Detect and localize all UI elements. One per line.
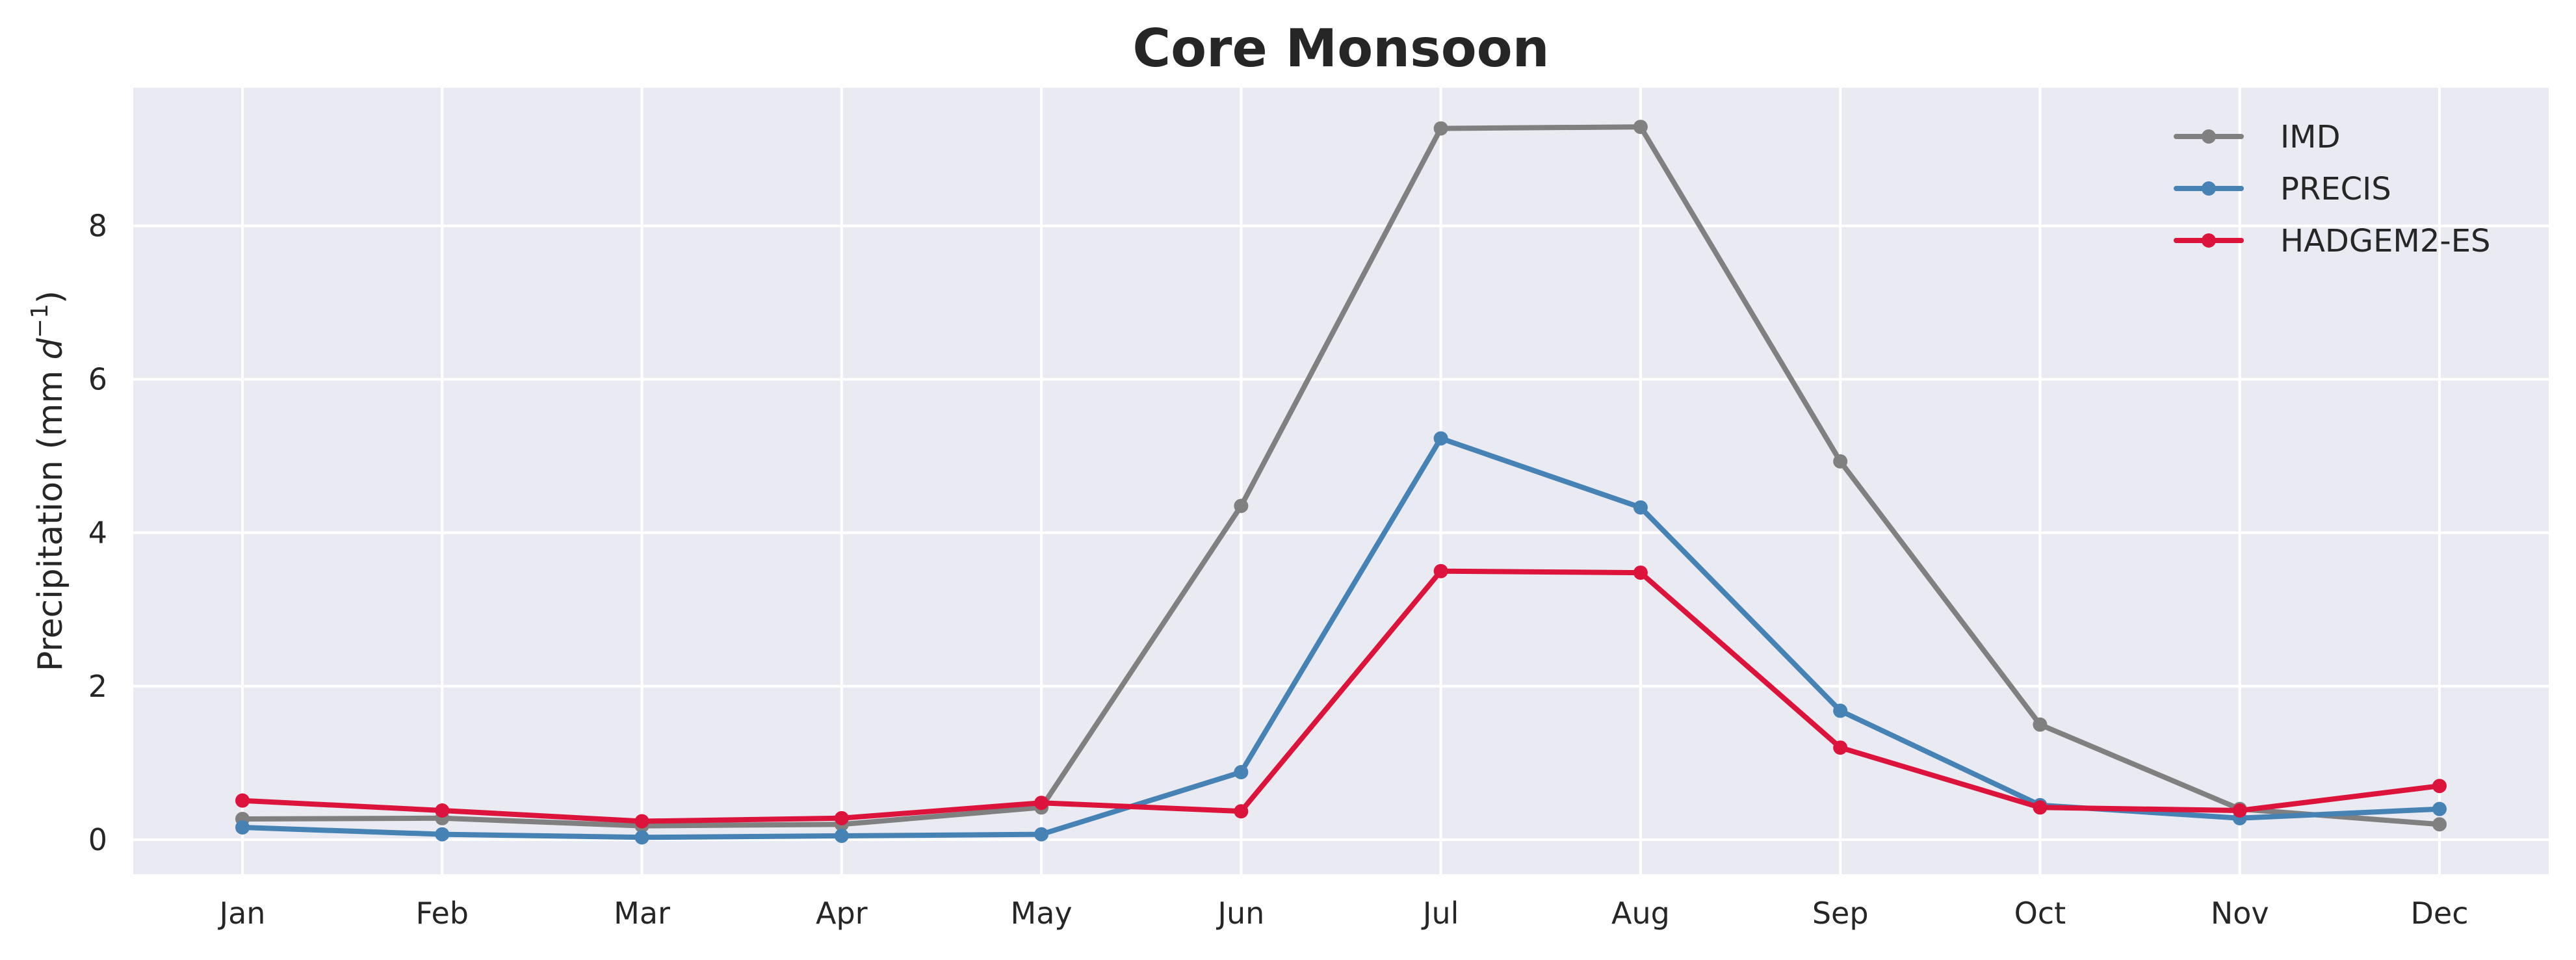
legend-marker-imd xyxy=(2202,129,2216,144)
legend-item-hadgem2-es: HADGEM2-ES xyxy=(2174,223,2490,259)
data-point-precis xyxy=(1633,500,1648,515)
x-tick-label: Oct xyxy=(2014,896,2066,931)
y-axis-label-exp: −1 xyxy=(27,304,53,338)
series-hadgem2-es xyxy=(235,564,2447,829)
y-tick-label: 4 xyxy=(88,515,107,551)
legend-item-precis: PRECIS xyxy=(2174,171,2391,207)
data-point-precis xyxy=(2432,801,2447,816)
y-tick-label: 0 xyxy=(88,822,107,857)
data-point-hadgem2-es xyxy=(2232,803,2247,818)
x-tick-label: Feb xyxy=(416,896,469,931)
data-point-precis xyxy=(435,827,450,842)
data-point-hadgem2-es xyxy=(1433,564,1448,578)
x-tick-labels: Jan Feb Mar Apr May Jun Jul Aug Sep Oct Nov Dec xyxy=(218,896,2469,931)
y-tick-label: 6 xyxy=(88,362,107,397)
data-point-hadgem2-es xyxy=(1234,804,1249,819)
data-point-hadgem2-es xyxy=(1633,565,1648,580)
data-point-hadgem2-es xyxy=(2033,800,2048,815)
data-point-precis xyxy=(1234,764,1249,779)
data-point-precis xyxy=(1034,827,1049,842)
data-point-hadgem2-es xyxy=(834,811,849,825)
grid xyxy=(133,88,2549,874)
data-point-hadgem2-es xyxy=(2432,779,2447,794)
legend-label-imd: IMD xyxy=(2280,119,2341,155)
data-point-precis xyxy=(834,828,849,843)
data-point-hadgem2-es xyxy=(1034,796,1049,811)
y-tick-labels: 0 2 4 6 8 xyxy=(88,208,107,857)
data-point-hadgem2-es xyxy=(634,814,649,829)
data-point-hadgem2-es xyxy=(1833,740,1848,755)
data-point-imd xyxy=(1433,121,1448,136)
x-tick-label: Mar xyxy=(614,896,670,931)
data-point-imd xyxy=(2432,817,2447,832)
y-axis-label-base: Precipitation (mm xyxy=(31,359,70,671)
data-point-imd xyxy=(1833,454,1848,469)
data-point-imd xyxy=(1633,120,1648,135)
x-tick-label: Nov xyxy=(2211,896,2269,931)
data-point-hadgem2-es xyxy=(235,793,250,808)
y-tick-label: 8 xyxy=(88,208,107,243)
legend: IMD PRECIS HADGEM2-ES xyxy=(2174,119,2490,259)
legend-marker-hadgem2-es xyxy=(2202,233,2216,248)
data-point-imd xyxy=(1234,499,1249,513)
data-point-precis xyxy=(634,830,649,845)
chart-title: Core Monsoon xyxy=(1132,18,1549,79)
legend-label-precis: PRECIS xyxy=(2280,171,2391,207)
y-axis-label: Precipitation (mm d−1) xyxy=(27,291,70,671)
x-tick-label: Apr xyxy=(816,896,868,931)
x-tick-label: Jan xyxy=(218,896,266,931)
legend-label-hadgem2-es: HADGEM2-ES xyxy=(2280,223,2490,259)
data-point-precis xyxy=(1833,703,1848,718)
data-point-hadgem2-es xyxy=(435,803,450,818)
series-line-hadgem2-es xyxy=(240,568,2442,824)
series-group xyxy=(235,120,2447,845)
legend-marker-precis xyxy=(2202,181,2216,196)
x-tick-label: Jul xyxy=(1421,896,1459,931)
y-axis-label-close: ) xyxy=(31,291,70,304)
series-line-imd xyxy=(240,124,2442,829)
plot-area xyxy=(133,88,2549,874)
data-point-precis xyxy=(235,820,250,835)
x-tick-label: Aug xyxy=(1611,896,1670,931)
x-tick-label: Sep xyxy=(1812,896,1869,931)
y-axis-label-var: d xyxy=(31,337,70,359)
data-point-imd xyxy=(2033,717,2048,732)
y-tick-label: 2 xyxy=(88,669,107,704)
data-point-precis xyxy=(1433,431,1448,446)
x-tick-label: Jun xyxy=(1216,896,1264,931)
x-tick-label: May xyxy=(1011,896,1073,931)
x-tick-label: Dec xyxy=(2410,896,2468,931)
legend-item-imd: IMD xyxy=(2174,119,2341,155)
